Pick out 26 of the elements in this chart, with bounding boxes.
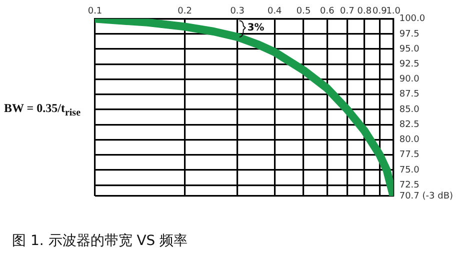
x-tick-label: 0.1: [88, 6, 102, 17]
x-tick-label: 0.4: [267, 6, 282, 17]
y-tick-label: 70.7 (-3 dB): [399, 191, 454, 202]
x-tick-label: 0.5: [296, 6, 311, 17]
y-tick-label: 95.0: [399, 44, 420, 54]
x-tick-label: 0.7: [340, 6, 354, 17]
x-tick-label: 0.3: [230, 6, 245, 17]
x-tick-label: 1.0: [386, 6, 401, 17]
annotation: 3%: [247, 22, 264, 34]
x-tick-label: 0.9: [372, 6, 388, 17]
y-tick-label: 87.5: [399, 90, 420, 100]
y-tick-label: 72.5: [399, 180, 420, 190]
x-tick-label: 0.2: [178, 6, 192, 17]
y-tick-label: 82.5: [399, 120, 420, 130]
y-tick-label: 97.5: [399, 29, 420, 40]
y-tick-label: 85.0: [399, 104, 420, 115]
x-tick-label: 0.8: [357, 6, 372, 17]
y-tick-label: 75.0: [399, 165, 420, 176]
y-tick-label: 92.5: [399, 60, 420, 70]
y-tick-label: 100.0: [399, 14, 426, 24]
y-tick-label: 90.0: [399, 74, 420, 85]
text: BW = 0.35/t$_{rise}$: [4, 101, 81, 118]
text: 图 1. 示波器的带宽 VS 频率: [12, 232, 188, 250]
y-tick-label: 77.5: [399, 150, 420, 160]
y-tick-label: 80.0: [399, 135, 420, 146]
x-tick-label: 0.6: [320, 6, 335, 17]
